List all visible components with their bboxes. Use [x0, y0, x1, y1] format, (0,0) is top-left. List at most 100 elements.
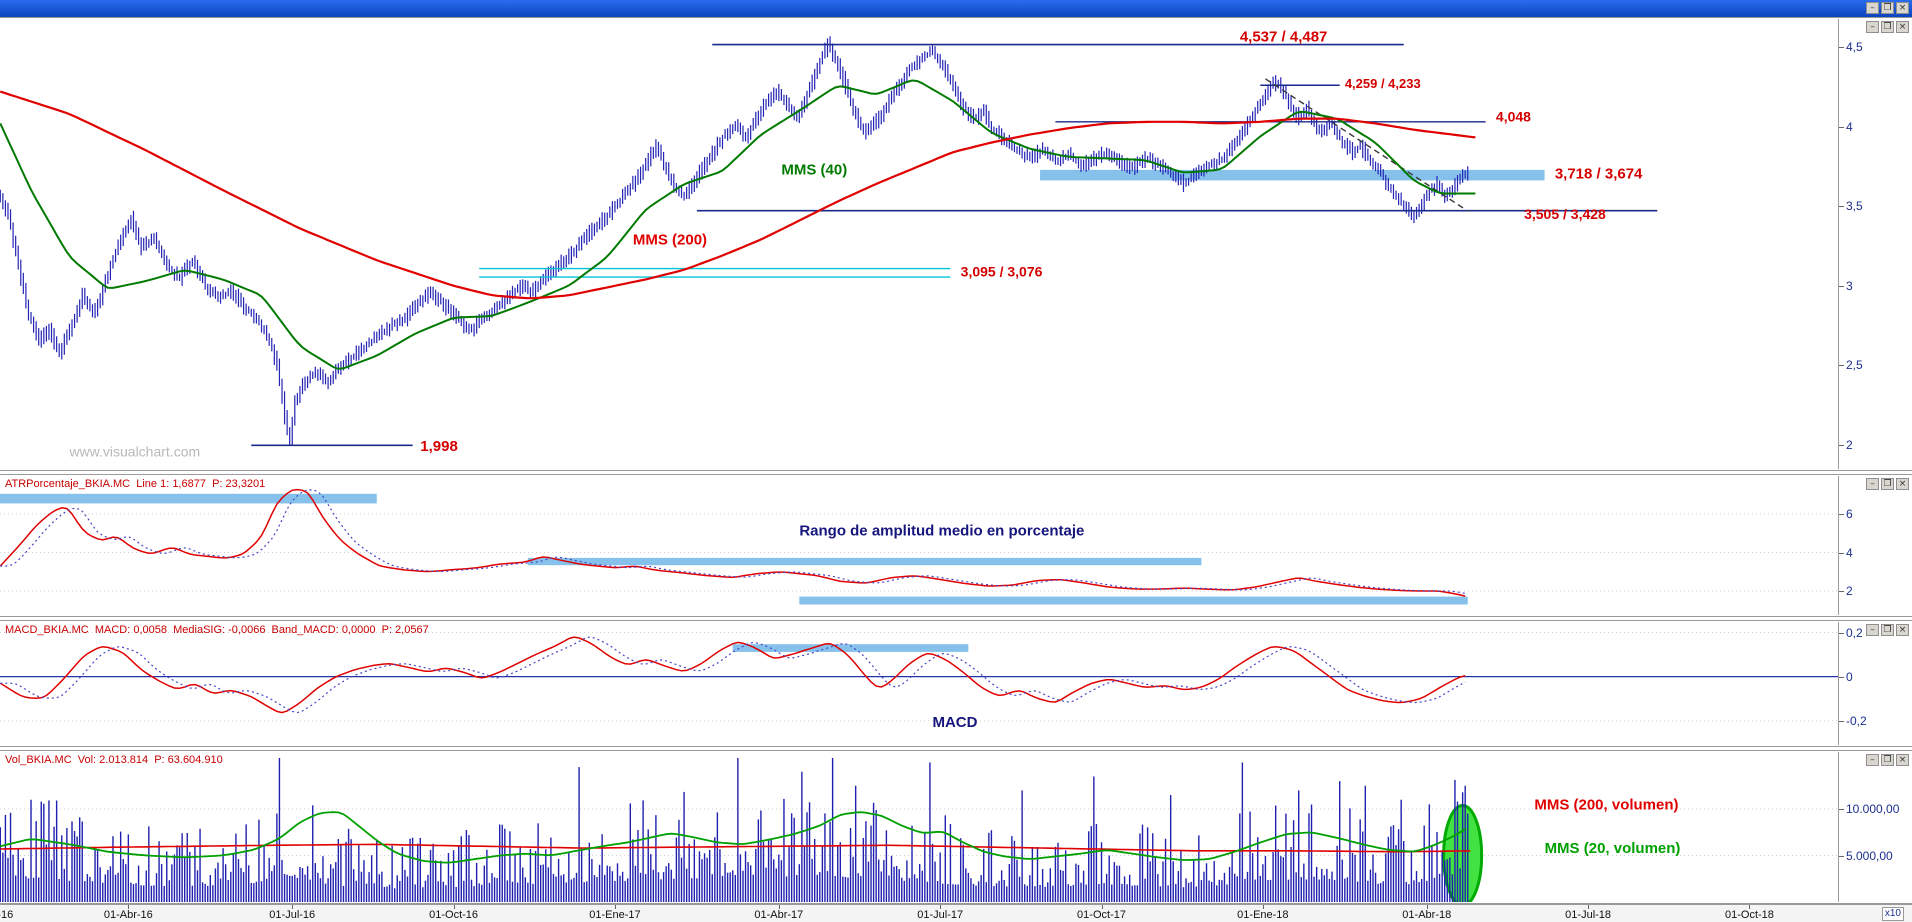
y-axis-tick: [1839, 206, 1844, 207]
price-chart-canvas[interactable]: 4,537 / 4,487 4,259 / 4,233 4,048 3,718 / 3…: [0, 19, 1838, 469]
series-mms-200-: [0, 90, 1476, 300]
atr-chart-canvas[interactable]: Rango de amplitud medio en porcentaje: [0, 476, 1838, 615]
date-label: 01-Oct-16: [429, 909, 479, 921]
axis-multiplier: x10: [1881, 907, 1904, 921]
chart-annotation: 3,718 / 3,674: [1555, 166, 1643, 183]
date-label: 01-Jul-18: [1565, 909, 1612, 921]
close-button[interactable]: ×: [1896, 21, 1909, 33]
date-label: 01-Abr-17: [754, 909, 804, 921]
highlight-band: [1040, 169, 1545, 181]
restore-button[interactable]: ❐: [1881, 624, 1894, 636]
series-mms-20-volumen-: [0, 811, 1466, 864]
volume-panel: MMS (200, volumen) MMS (20, volumen) Vol_…: [0, 750, 1912, 904]
chart-annotation: MMS (20, volumen): [1545, 840, 1681, 857]
chart-annotation: MMS (200, volumen): [1534, 796, 1678, 813]
chart-annotation: 4,259 / 4,233: [1345, 76, 1421, 91]
minimize-button[interactable]: –: [1866, 2, 1879, 14]
date-label: 01-Abr-16: [103, 909, 153, 921]
price-y-axis[interactable]: – ❐ × 4,5 4 3,5 3 2,5 2: [1838, 19, 1912, 469]
y-axis-label: 2: [1846, 438, 1853, 452]
date-tick: [614, 905, 616, 909]
macd-chart-canvas[interactable]: MACD: [0, 622, 1838, 745]
price-plot[interactable]: 4,537 / 4,487 4,259 / 4,233 4,048 3,718 / 3…: [0, 19, 1838, 469]
close-button[interactable]: ×: [1896, 2, 1909, 14]
y-axis-tick: [1839, 856, 1844, 857]
date-label: 01-Ene-18: [1237, 909, 1289, 921]
close-button[interactable]: ×: [1896, 624, 1909, 636]
series-macd: [0, 636, 1466, 714]
atr-y-axis[interactable]: – ❐ × 6 4 2: [1838, 476, 1912, 615]
series-mediasig: [0, 636, 1466, 714]
macd-panel-window-buttons: – ❐ ×: [1866, 624, 1909, 636]
y-axis-tick: [1839, 286, 1844, 287]
highlight-band: [527, 557, 1202, 566]
atr-panel: Rango de amplitud medio en porcentaje AT…: [0, 474, 1912, 617]
macd-plot[interactable]: MACD MACD_BKIA.MC MACD: 0,0058 MediaSIG:…: [0, 622, 1838, 745]
highlight-band: [799, 596, 1468, 605]
volume-indicator-header: Vol_BKIA.MC Vol: 2.013.814 P: 63.604.910: [5, 754, 223, 766]
atr-panel-window-buttons: – ❐ ×: [1866, 478, 1909, 490]
minimize-button[interactable]: –: [1866, 624, 1879, 636]
volume-y-axis[interactable]: – ❐ × 10.000,00 5.000,00: [1838, 752, 1912, 902]
price-panel-window-buttons: – ❐ ×: [1866, 21, 1909, 33]
date-tick: [292, 905, 294, 909]
restore-button[interactable]: ❐: [1881, 478, 1894, 490]
y-axis-tick: [1839, 553, 1844, 554]
y-axis-tick: [1839, 721, 1844, 722]
y-axis-label: 2,5: [1846, 358, 1863, 372]
title-bar: BKIA.MC - BANKIA - 1 d Dif. %: 0,73 Dif.…: [0, 0, 1912, 17]
close-button[interactable]: ×: [1896, 478, 1909, 490]
date-tick: [1426, 905, 1428, 909]
date-label: 01-Jul-17: [917, 909, 964, 921]
date-label: 01-Oct-17: [1077, 909, 1126, 921]
series-mms-200-volumen-: [0, 843, 1471, 853]
chart-annotation: 4,048: [1496, 108, 1531, 124]
y-axis-label: 4,5: [1846, 40, 1863, 54]
y-axis-tick: [1839, 514, 1844, 515]
date-axis[interactable]: x10 01-Ene-16 01-Abr-16 01-Jul-16 01-Oct-16…: [0, 904, 1912, 922]
date-tick: [128, 905, 130, 909]
date-label: 01-Ene-17: [589, 909, 641, 921]
y-axis-label: 2: [1846, 584, 1853, 598]
highlight-band: [732, 644, 969, 652]
atr-plot[interactable]: Rango de amplitud medio en porcentaje AT…: [0, 476, 1838, 615]
macd-indicator-header: MACD_BKIA.MC MACD: 0,0058 MediaSIG: -0,0…: [5, 624, 429, 636]
minimize-button[interactable]: –: [1866, 478, 1879, 490]
chart-annotation: www.visualchart.com: [68, 443, 200, 459]
date-tick: [1101, 905, 1103, 909]
close-button[interactable]: ×: [1896, 754, 1909, 766]
restore-button[interactable]: ❐: [1881, 754, 1894, 766]
chart-annotations: MMS (200, volumen) MMS (20, volumen): [1534, 796, 1680, 857]
y-axis-label: 4: [1846, 546, 1853, 560]
y-axis-tick: [1839, 365, 1844, 366]
y-axis-label: 3: [1846, 279, 1853, 293]
macd-y-axis[interactable]: – ❐ × 0,2 0 -0,2: [1838, 622, 1912, 745]
y-axis-tick: [1839, 127, 1844, 128]
volume-plot[interactable]: MMS (200, volumen) MMS (20, volumen) Vol_…: [0, 752, 1838, 902]
price-panel: 4,537 / 4,487 4,259 / 4,233 4,048 3,718 / 3…: [0, 17, 1912, 471]
series-line-1: [0, 488, 1466, 597]
restore-button[interactable]: ❐: [1881, 21, 1894, 33]
y-axis-label: 3,5: [1846, 199, 1863, 213]
y-axis-label: 0: [1846, 670, 1853, 684]
chart-annotation: 1,998: [420, 438, 458, 455]
chart-annotations: 4,537 / 4,487 4,259 / 4,233 4,048 3,718 / 3…: [68, 29, 1643, 460]
chart-annotation: Rango de amplitud medio en porcentaje: [799, 522, 1084, 539]
minimize-button[interactable]: –: [1866, 21, 1879, 33]
chart-annotation: MMS (200): [633, 232, 707, 249]
chart-annotations: MACD: [932, 714, 977, 731]
date-tick: [1749, 905, 1751, 909]
date-label: 01-Jul-16: [269, 909, 316, 921]
chart-annotation: MACD: [932, 714, 977, 731]
y-axis-tick: [1839, 809, 1844, 810]
y-axis-tick: [1839, 677, 1844, 678]
atr-indicator-header: ATRPorcentaje_BKIA.MC Line 1: 1,6877 P: …: [5, 478, 266, 490]
volume-panel-window-buttons: – ❐ ×: [1866, 754, 1909, 766]
trend-line[interactable]: [1265, 78, 1469, 212]
y-axis-tick: [1839, 47, 1844, 48]
volume-chart-canvas[interactable]: MMS (200, volumen) MMS (20, volumen): [0, 752, 1838, 902]
restore-button[interactable]: ❐: [1881, 2, 1894, 14]
chart-annotation: 3,505 / 3,428: [1524, 206, 1606, 222]
chart-annotations: Rango de amplitud medio en porcentaje: [799, 522, 1084, 539]
minimize-button[interactable]: –: [1866, 754, 1879, 766]
